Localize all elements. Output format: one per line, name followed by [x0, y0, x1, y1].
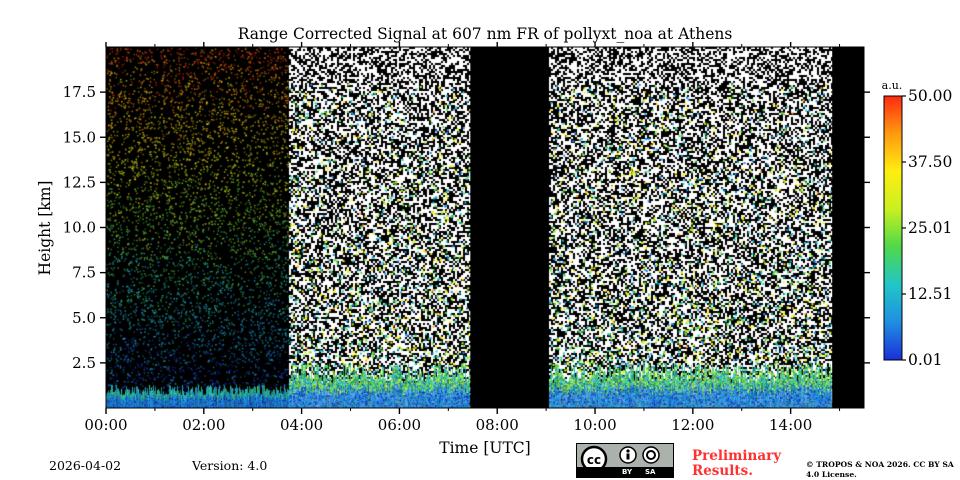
colorbar-tick-label: 37.50 — [908, 153, 952, 171]
sa-icon — [642, 446, 660, 464]
x-axis-label: Time [UTC] — [439, 439, 530, 457]
x-axis: 00:00 02:00 04:00 06:00 08:00 10:00 12:00 14:00 — [84, 42, 841, 434]
footer-date: 2026-04-02 — [49, 458, 122, 473]
plot-area — [105, 46, 865, 409]
colorbar-unit: a.u. — [882, 79, 903, 92]
cc-badge-bar — [577, 467, 673, 477]
no-data-period-1 — [470, 47, 549, 408]
colorbar: 0.01 12.51 25.01 37.50 50.00 — [883, 87, 952, 369]
cc-license-badge[interactable]: cc BY SA — [576, 443, 674, 478]
x-tick-label: 06:00 — [378, 416, 421, 434]
x-tick-label: 12:00 — [671, 416, 714, 434]
y-tick-label: 5.0 — [72, 309, 96, 327]
preliminary-results: Preliminary Results. — [692, 448, 782, 479]
colorbar-gradient — [883, 95, 903, 361]
chart-title: Range Corrected Signal at 607 nm FR of p… — [237, 25, 733, 43]
y-tick-label: 10.0 — [63, 219, 96, 237]
y-tick-label: 15.0 — [63, 128, 96, 146]
y-tick-label: 2.5 — [72, 354, 96, 372]
x-tick-label: 00:00 — [84, 416, 127, 434]
colorbar-tick-label: 12.51 — [908, 285, 952, 303]
y-tick-label: 12.5 — [63, 173, 96, 191]
colorbar-tick-label: 25.01 — [908, 219, 952, 237]
cc-icon: cc — [580, 445, 608, 468]
cc-sa-label: SA — [645, 468, 656, 476]
svg-text:cc: cc — [587, 453, 601, 467]
x-tick-label: 02:00 — [182, 416, 225, 434]
x-tick-label: 14:00 — [769, 416, 812, 434]
x-tick-label: 04:00 — [280, 416, 323, 434]
y-axis: 2.5 5.0 7.5 10.0 12.5 15.0 17.5 — [63, 83, 870, 372]
cc-icons: cc — [580, 445, 660, 468]
x-tick-label: 10:00 — [573, 416, 616, 434]
y-axis-label: Height [km] — [36, 181, 54, 276]
y-tick-label: 7.5 — [72, 264, 96, 282]
by-icon — [619, 446, 637, 464]
cc-by-label: BY — [622, 468, 633, 476]
colorbar-tick-label: 0.01 — [908, 351, 943, 369]
y-tick-label: 17.5 — [63, 83, 96, 101]
copyright-notice: © TROPOS & NOA 2026. CC BY SA 4.0 Licens… — [806, 460, 954, 479]
x-tick-label: 08:00 — [476, 416, 519, 434]
colorbar-tick-label: 50.00 — [908, 87, 952, 105]
footer-version: Version: 4.0 — [192, 458, 268, 473]
no-data-period-2 — [832, 47, 864, 408]
